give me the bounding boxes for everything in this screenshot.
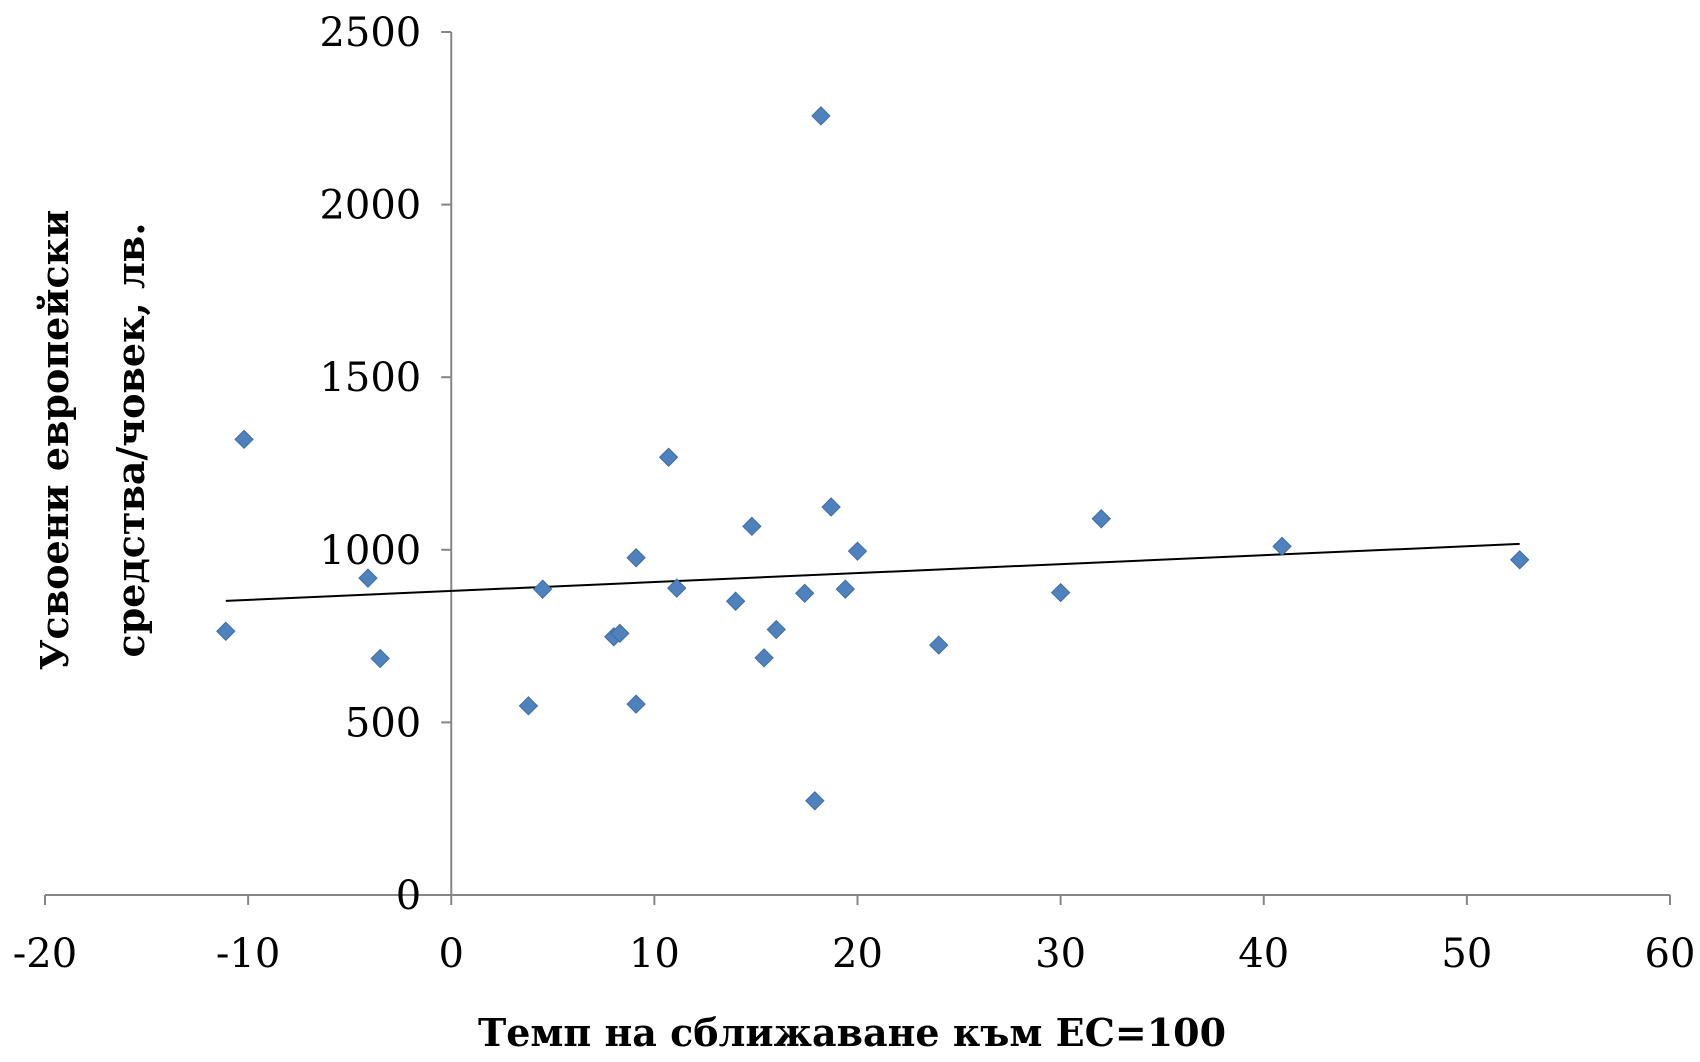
data-point <box>658 447 679 467</box>
y-tick-label: 0 <box>396 873 421 919</box>
data-point <box>929 635 949 655</box>
trendline <box>225 542 1520 602</box>
data-point <box>667 578 687 598</box>
y-tick-label: 2500 <box>319 10 421 56</box>
data-point <box>742 516 762 537</box>
y-tick-label: 500 <box>345 700 421 746</box>
data-point <box>532 579 553 599</box>
data-point <box>370 648 390 669</box>
x-axis-title: Темп на сближаване към ЕС=100 <box>478 1010 1226 1055</box>
x-tick-label: 50 <box>1441 931 1492 977</box>
x-tick-label: 40 <box>1238 931 1289 977</box>
x-axis-ticks: -20 -10 0 10 20 30 40 50 60 <box>13 895 1696 977</box>
data-point <box>610 623 630 644</box>
data-point <box>1509 550 1530 570</box>
y-axis-ticks: 0 500 1000 1500 2000 2500 <box>319 10 452 919</box>
data-points <box>216 106 1530 811</box>
x-tick-label: 20 <box>832 931 883 977</box>
data-point <box>234 429 254 450</box>
data-point <box>754 648 774 668</box>
data-point <box>1272 536 1292 557</box>
data-point <box>725 591 746 611</box>
data-point <box>1050 582 1071 603</box>
x-tick-label: -10 <box>216 931 280 977</box>
data-point <box>358 568 378 588</box>
y-tick-label: 1500 <box>319 355 421 401</box>
x-tick-label: 30 <box>1035 931 1086 977</box>
data-point <box>766 619 786 640</box>
y-tick-label: 1000 <box>319 528 421 574</box>
x-tick-label: -20 <box>13 931 77 977</box>
data-point <box>518 696 539 716</box>
x-tick-label: 10 <box>629 931 680 977</box>
y-axis-title-line-2: средства/човек, лв. <box>108 223 153 658</box>
y-axis-title-line-1: Усвоени европейски <box>32 210 77 671</box>
data-point <box>847 541 868 561</box>
trendline-group <box>225 542 1520 602</box>
axes <box>45 32 1670 896</box>
data-point <box>835 579 856 599</box>
data-point <box>626 694 646 714</box>
data-point <box>626 548 646 568</box>
y-axis-title: Усвоени европейски средства/човек, лв. <box>32 210 153 671</box>
data-point <box>216 621 236 641</box>
x-tick-label: 60 <box>1645 931 1696 977</box>
data-point <box>811 106 831 126</box>
x-tick-label: 0 <box>439 931 464 977</box>
data-point <box>805 791 825 811</box>
data-point <box>794 583 815 604</box>
data-point <box>1091 509 1111 529</box>
data-point <box>821 497 841 517</box>
y-tick-label: 2000 <box>319 183 421 229</box>
